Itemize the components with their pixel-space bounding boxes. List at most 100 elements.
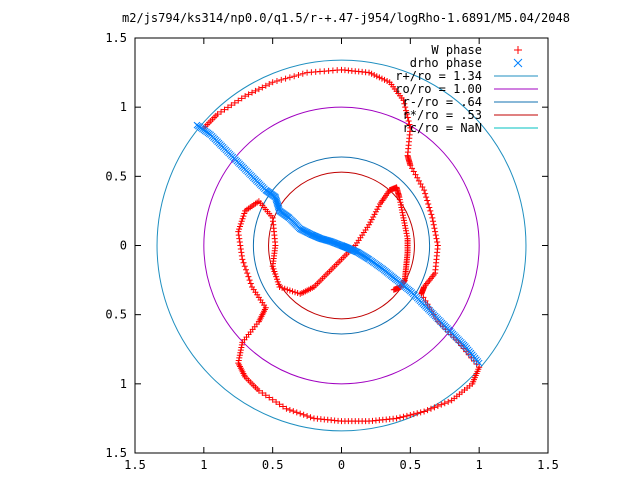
- w-phase-point: [407, 162, 414, 169]
- w-phase-point: [371, 211, 378, 218]
- w-phase-point: [399, 212, 406, 219]
- w-phase-point: [401, 222, 408, 229]
- w-phase-point: [244, 270, 251, 277]
- w-phase-point: [274, 278, 281, 285]
- w-phase-point: [279, 403, 286, 410]
- w-phase-point: [432, 232, 439, 239]
- legend-label: r*/ro = .53: [403, 108, 482, 122]
- legend-label: drho phase: [410, 56, 482, 70]
- w-phase-point: [414, 410, 421, 417]
- y-tick-label: 1: [120, 377, 127, 391]
- x-tick-label: 0.5: [399, 458, 421, 472]
- x-tick-label: 0: [338, 458, 345, 472]
- w-phase-point: [273, 78, 280, 85]
- w-phase-point: [407, 411, 414, 418]
- w-phase-point: [237, 220, 244, 227]
- w-phase-point: [281, 285, 288, 292]
- w-phase-point: [448, 397, 455, 404]
- w-phase-point: [239, 215, 246, 222]
- w-phase-point: [270, 265, 277, 272]
- legend-label: W phase: [431, 43, 482, 57]
- axis-ticks: 1.5 1 0.5 0 0.5 1 1.51.510.500.511.5: [105, 31, 559, 472]
- y-tick-label: 0.5: [105, 308, 127, 322]
- w-phase-point: [384, 78, 391, 85]
- w-phase-point: [381, 76, 388, 83]
- x-tick-label: 1.5: [537, 458, 559, 472]
- w-phase-point: [238, 252, 245, 259]
- w-phase-point: [422, 190, 429, 197]
- w-phase-point: [432, 228, 439, 235]
- w-phase-point: [291, 73, 298, 80]
- w-phase-point: [412, 171, 419, 178]
- w-phase-point: [249, 89, 256, 96]
- w-phase-point: [425, 201, 432, 207]
- w-phase-point: [259, 84, 266, 91]
- w-phase-point: [405, 118, 412, 124]
- w-phase-point: [269, 263, 276, 270]
- circle-rro: [156, 59, 527, 432]
- w-phase-point: [431, 225, 438, 232]
- w-phase-point: [278, 76, 285, 83]
- w-phase-point: [262, 392, 269, 399]
- w-phase-point: [240, 259, 247, 266]
- w-phase-point: [236, 352, 243, 359]
- w-phase-point: [427, 405, 434, 412]
- w-phase-point: [403, 111, 410, 118]
- w-phase-point: [235, 357, 242, 364]
- w-phase-point: [420, 294, 427, 301]
- w-phase-point: [304, 412, 311, 419]
- w-phase-point: [402, 225, 409, 232]
- w-phase-point: [238, 344, 245, 351]
- w-phase-point: [236, 239, 243, 246]
- w-phase-point: [235, 360, 242, 367]
- w-phase-point: [404, 114, 411, 121]
- w-phase-point: [293, 409, 300, 416]
- w-phase-point: [262, 82, 269, 89]
- w-phase-point: [238, 218, 245, 225]
- w-phase-point: [441, 400, 448, 407]
- w-phase-point: [373, 73, 380, 80]
- w-phase-point: [374, 206, 381, 213]
- w-phase-point: [237, 242, 244, 249]
- w-phase-point: [228, 102, 235, 109]
- y-tick-label: 1.5: [105, 31, 127, 45]
- w-phase-point: [279, 284, 286, 291]
- w-phase-point: [221, 106, 228, 113]
- w-phase-point: [236, 235, 243, 242]
- legend-marker: [514, 46, 522, 54]
- w-phase-point: [271, 268, 278, 275]
- w-phase-point: [428, 211, 435, 218]
- w-phase-point: [372, 208, 379, 215]
- y-tick-label: 1: [120, 100, 127, 114]
- w-phase-point: [214, 111, 221, 118]
- w-phase-point: [295, 72, 302, 79]
- w-phase-point: [368, 70, 375, 77]
- w-phase-point: [249, 284, 256, 290]
- w-phase-point: [430, 218, 437, 225]
- w-phase-point: [276, 401, 283, 408]
- y-tick-label: 0: [120, 239, 127, 253]
- w-phase-point: [246, 277, 253, 284]
- w-phase-point: [276, 284, 283, 290]
- w-phase-point: [235, 97, 242, 104]
- w-phase-point: [237, 245, 244, 252]
- reference-circles: [156, 59, 527, 432]
- w-phase-point: [371, 72, 378, 79]
- w-phase-point: [376, 74, 383, 81]
- w-phase-point: [410, 411, 417, 418]
- w-phase-point: [403, 230, 410, 237]
- w-phase-point: [289, 288, 296, 295]
- w-phase-point: [415, 177, 422, 184]
- w-phase-point: [403, 227, 410, 234]
- w-phase-point: [403, 412, 410, 419]
- w-phase-point: [286, 74, 293, 81]
- drho-phase-point: [475, 359, 483, 367]
- w-phase-point: [398, 204, 405, 211]
- w-phase-point: [235, 228, 242, 235]
- w-phase-series: [200, 66, 483, 425]
- w-phase-point: [224, 104, 231, 111]
- w-phase-point: [245, 91, 252, 98]
- x-tick-label: 1.5: [124, 458, 146, 472]
- w-phase-point: [241, 263, 248, 270]
